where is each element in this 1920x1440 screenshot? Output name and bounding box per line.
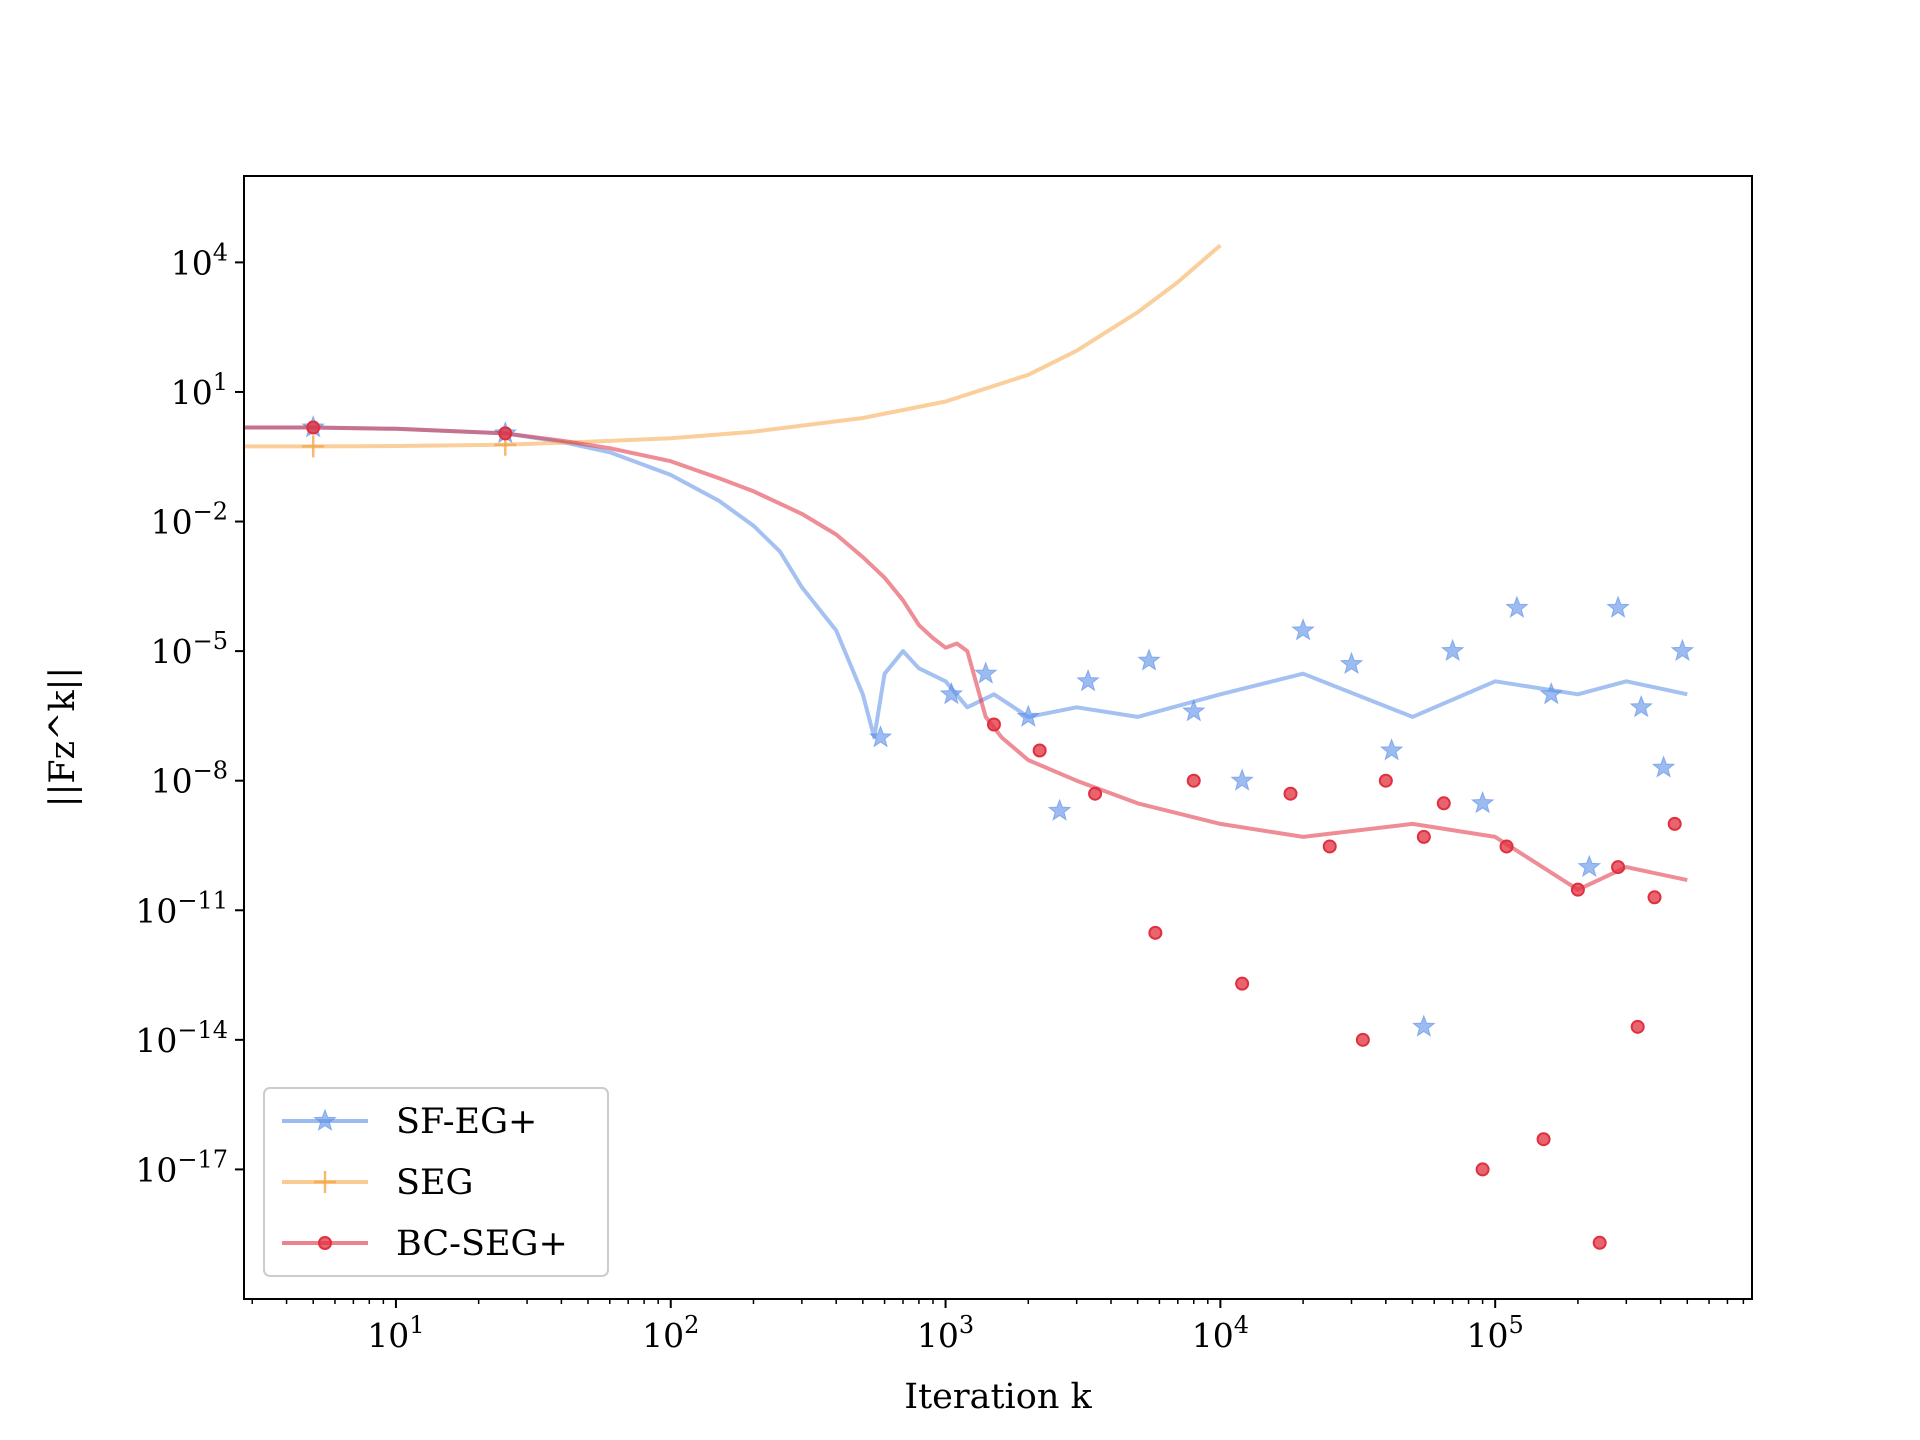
legend-box	[263, 1087, 609, 1277]
data-point	[1505, 595, 1529, 618]
data-point	[1499, 839, 1514, 854]
legend-marker	[314, 1171, 336, 1193]
data-point	[1630, 1019, 1645, 1034]
data-point	[1611, 860, 1626, 875]
x-axis-label: Iteration k	[904, 1377, 1092, 1417]
legend-entries: SF-EG+ SEG BC-SEG+	[282, 1102, 568, 1264]
data-point	[1629, 694, 1654, 718]
data-point	[302, 435, 325, 458]
series-line	[244, 425, 1688, 892]
data-point	[1355, 1032, 1370, 1047]
series-seg	[244, 243, 1222, 458]
data-point	[1539, 681, 1564, 705]
legend-entry: BC-SEG+	[282, 1224, 568, 1264]
y-tick-label: 10−11	[135, 886, 228, 930]
data-point	[1670, 638, 1695, 662]
x-tick-label: 105	[1467, 1311, 1524, 1355]
legend-entry: SF-EG+	[282, 1102, 537, 1142]
data-point	[1032, 743, 1047, 758]
data-point	[1339, 651, 1364, 675]
data-point	[1416, 829, 1431, 844]
data-point	[1647, 890, 1662, 905]
data-point	[1291, 618, 1315, 641]
x-tick-label: 103	[917, 1311, 974, 1355]
data-point	[1016, 704, 1041, 727]
data-point	[1592, 1235, 1607, 1250]
data-point	[1235, 976, 1250, 991]
legend-marker	[313, 1108, 337, 1132]
data-point	[973, 661, 998, 684]
plot-frame	[243, 175, 1753, 1300]
data-point	[498, 426, 513, 441]
data-point	[1651, 755, 1676, 778]
series-bc-seg-	[244, 420, 1688, 1250]
data-point	[1047, 798, 1072, 821]
data-point	[306, 420, 321, 435]
data-point	[1475, 1162, 1490, 1177]
data-point	[1379, 738, 1404, 761]
y-tick-label: 101	[171, 368, 228, 412]
data-point	[1412, 1014, 1436, 1037]
legend-label: BC-SEG+	[396, 1224, 568, 1264]
legend: SF-EG+ SEG BC-SEG+	[263, 1087, 609, 1277]
data-point	[1088, 786, 1103, 801]
series-line	[244, 425, 1688, 740]
data-point	[1148, 925, 1163, 940]
y-tick-label: 10−14	[135, 1016, 228, 1060]
y-tick-label: 10−17	[135, 1145, 228, 1189]
data-point	[1181, 699, 1206, 722]
series-sf-eg-	[244, 415, 1695, 1037]
series-line	[244, 243, 1222, 449]
x-tick-label: 104	[1192, 1311, 1249, 1355]
y-tick-label: 104	[171, 238, 228, 282]
data-point	[1137, 648, 1161, 671]
data-layer	[244, 243, 1695, 1250]
legend-label: SF-EG+	[396, 1102, 537, 1142]
y-tick-label: 10−2	[151, 498, 228, 542]
data-point	[1606, 595, 1630, 618]
y-axis-label: ||Fz^k||	[43, 667, 83, 807]
y-tick-label: 10−8	[151, 757, 228, 801]
data-point	[1283, 786, 1298, 801]
x-tick-label: 102	[642, 1311, 699, 1355]
legend-label: SEG	[396, 1163, 474, 1203]
data-point	[939, 681, 964, 705]
data-point	[1440, 638, 1465, 662]
data-point	[1378, 773, 1393, 788]
data-point	[1186, 773, 1201, 788]
data-point	[868, 725, 893, 748]
data-point	[1577, 854, 1602, 878]
plot-area	[243, 175, 1753, 1300]
y-tick-label: 10−5	[151, 627, 228, 671]
data-point	[986, 717, 1001, 732]
data-point	[1570, 882, 1585, 897]
legend-marker	[318, 1236, 332, 1250]
x-axis: 101 102 103 104 105	[251, 1299, 1745, 1355]
data-point	[1536, 1132, 1551, 1147]
data-point	[1230, 768, 1254, 791]
data-point	[1322, 839, 1337, 854]
legend-entry: SEG	[282, 1163, 474, 1203]
data-point	[1076, 668, 1100, 692]
x-tick-label: 101	[367, 1311, 424, 1355]
data-point	[1667, 816, 1682, 831]
data-point	[1436, 796, 1451, 811]
y-axis: 104 101 10−2 10−5 10−8 10−11 10−14 10−17	[135, 238, 244, 1189]
data-point	[1470, 790, 1495, 814]
